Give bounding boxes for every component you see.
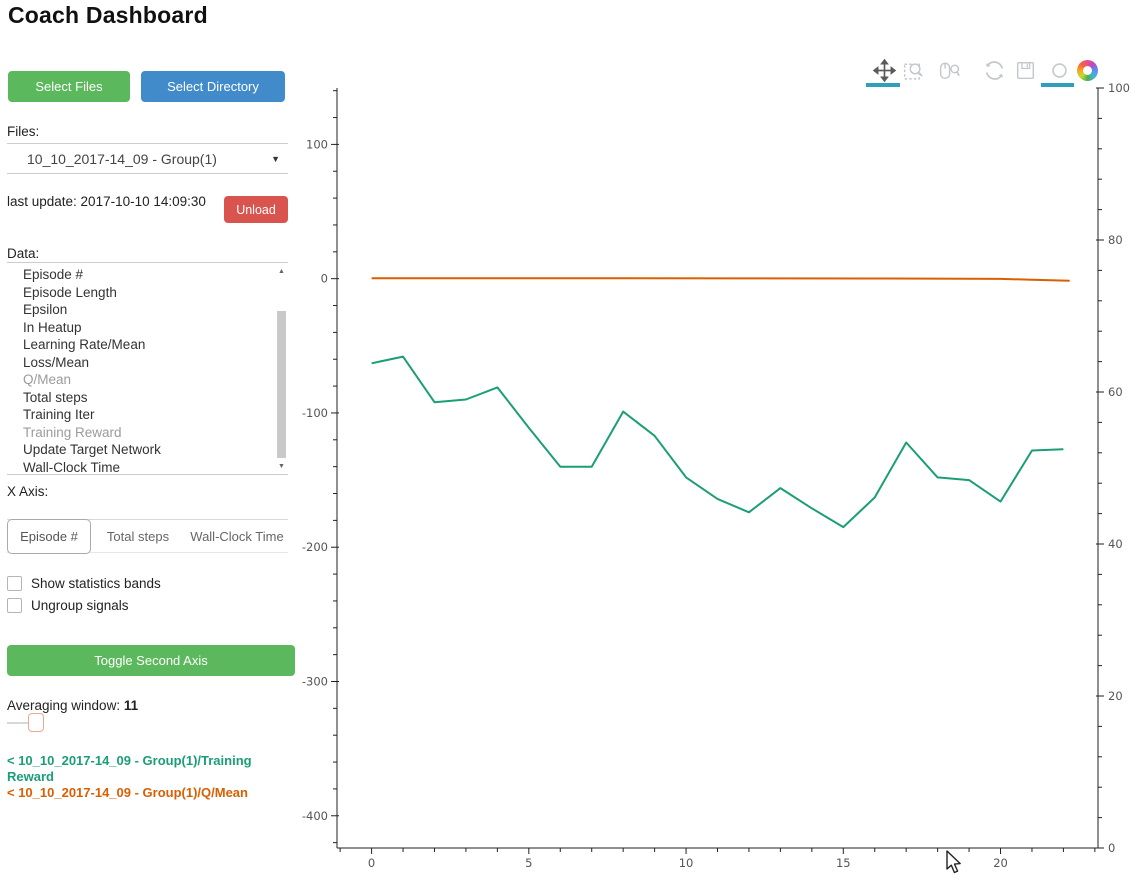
axis-tick-label: -300 [302,674,328,688]
axis-tick-label: 40 [1108,537,1123,551]
list-item[interactable]: Q/Mean [23,372,72,387]
hover-active-indicator [1041,83,1074,87]
legend-entry-q-mean[interactable]: < 10_10_2017-14_09 - Group(1)/Q/Mean [7,785,248,800]
list-item[interactable]: Update Target Network [23,442,161,457]
select-directory-label: Select Directory [167,79,259,94]
save-tool-icon[interactable] [1013,58,1038,83]
averaging-window-value: 11 [123,698,139,713]
axis-tick-label: 5 [525,856,532,870]
files-select[interactable]: 10_10_2017-14_09 - Group(1) ▼ [7,143,288,174]
bokeh-logo[interactable] [1077,60,1098,81]
x-axis-option-episode[interactable]: Episode # [7,519,91,554]
list-item[interactable]: Training Iter [23,407,95,422]
axis-tick-label: 100 [306,137,328,151]
list-item[interactable]: In Heatup [23,319,82,335]
reset-tool-icon[interactable] [982,58,1007,83]
axis-tick-label: -400 [302,809,328,823]
scroll-up-icon[interactable]: ▲ [278,267,285,275]
select-directory-button[interactable]: Select Directory [141,71,285,102]
averaging-window-label: Averaging window: [7,698,121,713]
scroll-down-icon[interactable]: ▼ [278,462,285,470]
axis-tick-label: -100 [302,406,328,420]
axis-tick-label: 10 [679,856,694,870]
x-axis-option-group: Episode # Total steps Wall-Clock Time [7,519,288,554]
legend-entry-training-reward[interactable]: < 10_10_2017-14_09 - Group(1)/Training R… [7,753,252,784]
axis-tick-label: 15 [836,856,851,870]
data-label: Data: [7,246,40,261]
pan-active-indicator [866,83,900,87]
files-select-value: 10_10_2017-14_09 - Group(1) [27,150,217,167]
ungroup-checkbox[interactable] [7,598,22,613]
list-item[interactable]: Training Reward [23,424,122,440]
x-axis-option-wall-clock[interactable]: Wall-Clock Time [190,528,284,544]
axis-tick-label: 0 [321,272,328,286]
axis-tick-label: 20 [993,856,1008,870]
averaging-window-row: Averaging window: 11 [7,698,138,713]
files-label: Files: [7,124,40,139]
x-axis-label: X Axis: [7,484,49,499]
plot-canvas[interactable] [337,88,1098,848]
list-item[interactable]: Episode Length [23,284,117,300]
wheel-zoom-tool-icon[interactable] [937,58,962,83]
list-item[interactable]: Wall-Clock Time [23,459,121,475]
pan-tool-icon[interactable] [872,58,897,83]
axis-tick-label: 100 [1108,81,1130,95]
axis-tick-label: 0 [1108,841,1115,855]
list-item[interactable]: Episode # [23,267,84,282]
show-bands-checkbox[interactable] [7,576,22,591]
legend: < 10_10_2017-14_09 - Group(1)/Training R… [7,753,293,801]
axis-tick-label: 60 [1108,385,1123,399]
list-item[interactable]: Learning Rate/Mean [23,337,146,352]
select-files-button[interactable]: Select Files [8,71,130,102]
select-files-label: Select Files [35,79,103,94]
data-signal-list: Episode # Episode Length Epsilon In Heat… [7,262,288,475]
page-title: Coach Dashboard [8,2,208,28]
scrollbar-thumb[interactable] [277,311,286,458]
ungroup-row: Ungroup signals [7,598,129,613]
list-item[interactable]: Total steps [23,389,88,405]
averaging-window-slider[interactable] [7,722,38,724]
axis-tick-label: -200 [302,540,328,554]
axis-tick-label: 80 [1108,233,1123,247]
x-axis-option-total-steps[interactable]: Total steps [106,528,170,544]
list-item[interactable]: Loss/Mean [23,354,90,370]
box-zoom-tool-icon[interactable] [901,58,926,83]
ungroup-label: Ungroup signals [31,598,129,613]
mouse-cursor [946,850,961,874]
axis-tick-label: 20 [1108,689,1123,703]
list-scrollbar[interactable]: ▲ ▼ [276,265,287,472]
unload-button[interactable]: Unload [224,196,288,223]
last-update-text: last update: 2017-10-10 14:09:30 [7,194,206,209]
toggle-second-axis-label: Toggle Second Axis [94,653,208,668]
unload-label: Unload [236,202,276,217]
hover-tool-icon[interactable] [1047,58,1072,83]
axis-tick-label: 0 [368,856,375,870]
show-bands-row: Show statistics bands [7,576,161,591]
chevron-down-icon: ▼ [271,153,280,164]
slider-handle[interactable] [28,713,44,732]
show-bands-label: Show statistics bands [31,576,161,591]
list-item[interactable]: Epsilon [23,302,68,317]
toggle-second-axis-button[interactable]: Toggle Second Axis [7,645,295,676]
